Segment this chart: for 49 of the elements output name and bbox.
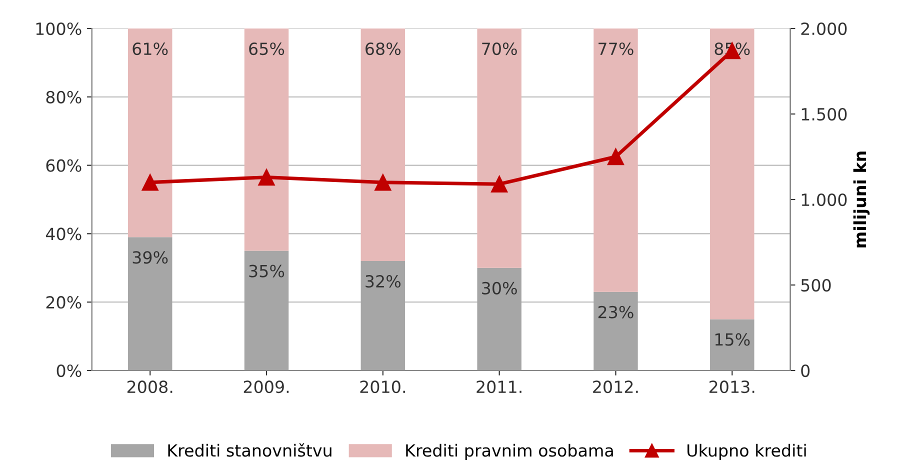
bar bbox=[360, 28, 406, 262]
point bbox=[374, 174, 392, 191]
legend-label: Krediti pravnim osobama bbox=[406, 444, 613, 460]
point bbox=[142, 174, 158, 191]
data-label: 70% bbox=[482, 42, 517, 56]
y2-tick-label: 1.500 bbox=[802, 108, 847, 121]
bar bbox=[710, 319, 754, 370]
point bbox=[607, 148, 624, 166]
x-tick-label: 2008. bbox=[127, 380, 172, 394]
bar bbox=[594, 292, 638, 370]
bar bbox=[360, 261, 406, 370]
y-tick-label: 60% bbox=[46, 159, 82, 172]
bar bbox=[128, 237, 172, 370]
bar bbox=[128, 28, 172, 238]
data-label: 32% bbox=[366, 275, 401, 288]
data-label: 61% bbox=[132, 42, 168, 56]
y2-tick-label: 2.000 bbox=[801, 22, 847, 36]
data-label: 15% bbox=[715, 333, 750, 346]
data-label: 77% bbox=[598, 42, 634, 56]
data-label: 65% bbox=[249, 42, 284, 56]
bar bbox=[477, 28, 522, 268]
data-label: 35% bbox=[249, 264, 284, 278]
data-label: 68% bbox=[366, 42, 401, 56]
point bbox=[258, 168, 275, 186]
x-tick-label: 2009. bbox=[244, 380, 289, 394]
x-tick-label: 2013. bbox=[710, 380, 754, 394]
data-label: 23% bbox=[598, 306, 634, 318]
y-tick-label: 80% bbox=[46, 90, 82, 104]
y-tick-label: 40% bbox=[46, 228, 82, 240]
y-tick-label: 0% bbox=[56, 364, 82, 378]
y2-tick-label: 500 bbox=[801, 278, 831, 292]
bar bbox=[477, 268, 522, 370]
data-label: 39% bbox=[132, 251, 168, 264]
x-tick-label: 2011. bbox=[476, 380, 522, 394]
legend-label: Krediti stanovništvu bbox=[168, 443, 332, 457]
y2-tick-label: 1.000 bbox=[802, 193, 847, 206]
x-tick-label: 2010. bbox=[360, 380, 405, 394]
y-tick-label: 100% bbox=[36, 22, 82, 36]
bar bbox=[244, 28, 289, 251]
y2-axis-title: milijuni kn bbox=[853, 152, 870, 248]
bar bbox=[710, 28, 754, 320]
legend-label: Ukupno krediti bbox=[688, 444, 806, 460]
y2-tick-label: 0 bbox=[801, 364, 810, 378]
x-tick-label: 2012. bbox=[593, 380, 638, 394]
y-tick-label: 20% bbox=[46, 296, 82, 309]
bar bbox=[594, 28, 638, 292]
point bbox=[490, 176, 508, 192]
bar bbox=[244, 250, 289, 370]
data-label: 30% bbox=[482, 282, 517, 294]
